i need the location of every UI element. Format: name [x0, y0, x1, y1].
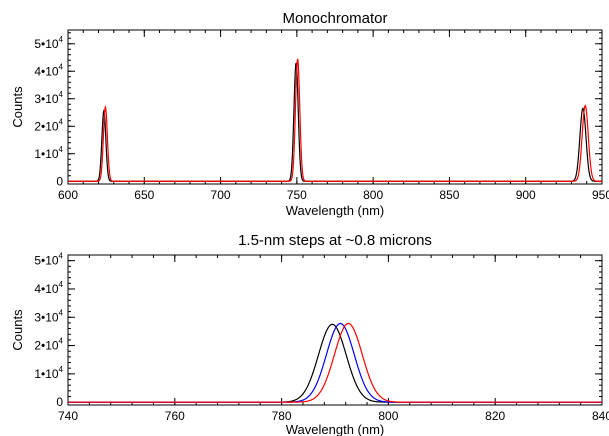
y-tick-exponent: 4 [59, 337, 64, 346]
y-tick-mantissa: 3•10 [34, 92, 59, 106]
series-line-1 [68, 62, 602, 182]
y-tick-mantissa: 2•10 [34, 339, 59, 353]
y-tick-exponent: 4 [59, 90, 64, 99]
y-axis-label: Counts [10, 86, 25, 128]
y-tick-exponent: 4 [59, 365, 64, 374]
chart-title: Monochromator [282, 10, 387, 27]
y-tick-mantissa: 4•10 [34, 282, 59, 296]
y-tick-exponent: 4 [59, 280, 64, 289]
plot-frame [67, 29, 603, 185]
y-tick-exponent: 4 [59, 117, 64, 126]
y-tick-mantissa: 1•10 [34, 147, 59, 161]
x-tick-label: 950 [592, 188, 609, 202]
x-tick-label: 700 [211, 188, 231, 202]
y-tick-mantissa: 0 [56, 174, 63, 188]
chart-title: 1.5-nm steps at ~0.8 microns [238, 232, 432, 249]
y-tick-mantissa: 5•10 [34, 254, 59, 268]
x-tick-label: 820 [485, 409, 505, 423]
y-tick-label: 3•104 [34, 308, 63, 324]
y-tick-label: 0 [56, 395, 63, 409]
x-tick-label: 780 [272, 409, 292, 423]
series-line-2 [68, 58, 602, 182]
y-tick-label: 5•104 [34, 252, 63, 268]
y-tick-exponent: 4 [59, 308, 64, 317]
y-axis-label: Counts [10, 309, 25, 351]
series-line-1 [68, 323, 602, 403]
y-tick-mantissa: 1•10 [34, 367, 59, 381]
y-tick-mantissa: 4•10 [34, 64, 59, 78]
chart-2: 1.5-nm steps at ~0.8 microns Wavelength (… [10, 232, 609, 436]
x-axis-label: Wavelength (nm) [286, 422, 385, 436]
y-tick-label: 3•104 [34, 90, 63, 106]
plot-frame [67, 254, 603, 406]
x-tick-label: 750 [287, 188, 307, 202]
y-tick-label: 1•104 [34, 145, 63, 161]
x-tick-label: 600 [58, 188, 78, 202]
series-line-2 [68, 322, 602, 403]
y-tick-mantissa: 5•10 [34, 37, 59, 51]
y-tick-label: 2•104 [34, 117, 63, 133]
x-tick-label: 900 [516, 188, 536, 202]
x-tick-label: 760 [165, 409, 185, 423]
x-tick-label: 840 [592, 409, 609, 423]
y-tick-exponent: 4 [59, 145, 64, 154]
series-line-3 [68, 322, 602, 403]
y-tick-label: 5•104 [34, 35, 63, 51]
chart-1: Monochromator Wavelength (nm) Counts 600 650… [10, 10, 609, 218]
y-tick-mantissa: 3•10 [34, 310, 59, 324]
y-tick-mantissa: 2•10 [34, 119, 59, 133]
x-tick-label: 800 [363, 188, 383, 202]
y-tick-exponent: 4 [59, 35, 64, 44]
x-tick-label: 800 [378, 409, 398, 423]
y-tick-label: 2•104 [34, 337, 63, 353]
x-tick-label: 740 [58, 409, 78, 423]
y-tick-label: 0 [56, 174, 63, 188]
y-tick-mantissa: 0 [56, 395, 63, 409]
y-tick-label: 1•104 [34, 365, 63, 381]
x-axis-label: Wavelength (nm) [286, 203, 385, 218]
y-tick-label: 4•104 [34, 62, 63, 78]
x-tick-label: 650 [134, 188, 154, 202]
y-tick-exponent: 4 [59, 62, 64, 71]
y-tick-exponent: 4 [59, 252, 64, 261]
x-tick-label: 850 [439, 188, 459, 202]
y-tick-label: 4•104 [34, 280, 63, 296]
